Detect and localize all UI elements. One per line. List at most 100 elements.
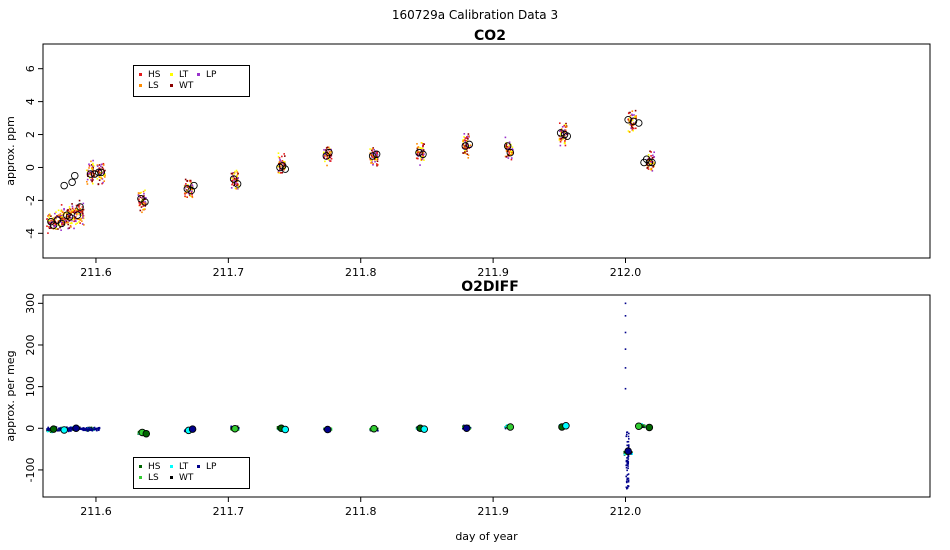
co2-data-point [234, 170, 236, 173]
co2-data-point [74, 216, 77, 218]
co2-data-point [279, 160, 281, 162]
co2-data-point [189, 179, 192, 182]
co2-data-point [78, 213, 81, 216]
co2-data-point [278, 161, 281, 163]
o2diff-mean-marker [60, 426, 68, 434]
o2diff-spike-point [624, 367, 627, 369]
co2-data-point [632, 127, 634, 129]
co2-data-point [143, 192, 145, 195]
co2-data-point [230, 172, 233, 175]
co2-data-point [188, 188, 191, 190]
co2-data-point [283, 153, 285, 155]
co2-y-axis-label: approx. ppm [4, 116, 17, 186]
co2-data-point [327, 157, 329, 160]
co2-data-point [60, 209, 63, 212]
co2-data-point [234, 179, 236, 182]
co2-mean-marker [49, 221, 58, 229]
co2-data-point [232, 178, 235, 181]
o2diff-spike-point [627, 480, 630, 483]
o2diff-data-point [97, 429, 100, 432]
co2-data-point [647, 168, 650, 170]
co2-data-point [69, 218, 71, 221]
co2-data-point [79, 222, 81, 224]
o2diff-spike-point [625, 466, 628, 469]
co2-data-point [511, 152, 514, 154]
co2-data-point [466, 136, 468, 138]
o2diff-data-point [49, 427, 51, 430]
co2-data-point [79, 207, 82, 210]
o2diff-data-point [642, 424, 644, 426]
co2-data-point [66, 209, 69, 212]
co2-data-point [422, 149, 425, 151]
co2-data-point [59, 220, 61, 222]
co2-data-point [635, 116, 637, 119]
o2diff-data-point [90, 426, 93, 429]
co2-mean-marker [183, 185, 192, 193]
co2-data-point [466, 143, 469, 146]
o2diff-data-point [85, 427, 88, 429]
co2-data-point [419, 164, 421, 166]
co2-data-point [422, 152, 424, 154]
co2-data-point [277, 155, 280, 158]
co2-data-point [370, 159, 373, 162]
o2diff-data-point [96, 427, 98, 430]
co2-data-point [141, 211, 143, 214]
co2-data-point [85, 169, 88, 172]
co2-data-point [633, 115, 636, 118]
o2diff-data-point [82, 429, 85, 432]
co2-data-point [64, 219, 67, 222]
o2diff-data-point [84, 429, 87, 432]
co2-data-point [81, 211, 84, 213]
legend-item-lp: LP [197, 462, 216, 472]
co2-data-point [564, 140, 566, 142]
co2-data-point [234, 183, 236, 185]
co2-data-point [509, 145, 512, 148]
co2-data-point [283, 155, 286, 157]
co2-data-point [141, 197, 143, 199]
co2-data-point [92, 179, 94, 181]
co2-data-point [69, 225, 72, 227]
o2diff-data-point [69, 429, 72, 432]
co2-data-point [142, 208, 144, 211]
o2diff-mean-marker [420, 425, 429, 433]
co2-data-point [635, 117, 637, 120]
co2-data-point [564, 144, 567, 147]
legend-item-hs: HS [139, 70, 160, 80]
co2-data-point [507, 150, 510, 153]
co2-data-point [57, 209, 60, 212]
co2-data-point [631, 126, 633, 129]
co2-data-point [89, 173, 92, 176]
co2-data-point [326, 152, 329, 155]
o2diff-data-point [69, 426, 72, 429]
co2-data-point [629, 123, 632, 125]
co2-data-point [375, 158, 378, 160]
o2diff-data-point [505, 426, 507, 429]
co2-data-point [628, 131, 631, 133]
co2-mean-marker [57, 219, 66, 228]
o2diff-data-point [49, 431, 52, 433]
co2-data-point [184, 192, 187, 194]
o2diff-spike-point [625, 435, 628, 438]
co2-data-point [75, 204, 78, 207]
o2diff-y-axis-label: approx. per meg [4, 350, 17, 441]
co2-data-point [88, 172, 90, 175]
co2-data-point [467, 157, 470, 159]
co2-data-point [96, 178, 99, 180]
co2-data-point [64, 218, 66, 220]
co2-data-point [54, 212, 56, 215]
o2diff-data-point [48, 428, 51, 431]
co2-data-point [76, 212, 78, 215]
o2diff-mean-marker [506, 423, 515, 431]
co2-data-point [423, 143, 426, 145]
co2-data-point [138, 201, 141, 204]
co2-data-point [99, 173, 101, 176]
co2-data-point [370, 154, 372, 156]
co2-data-point [419, 147, 421, 149]
co2-data-point [91, 168, 93, 170]
co2-data-point [237, 172, 239, 175]
o2diff-data-point [88, 428, 90, 431]
co2-data-point [650, 163, 652, 165]
co2-data-point [103, 175, 105, 177]
co2-data-point [59, 226, 61, 229]
o2diff-data-point [623, 453, 626, 456]
